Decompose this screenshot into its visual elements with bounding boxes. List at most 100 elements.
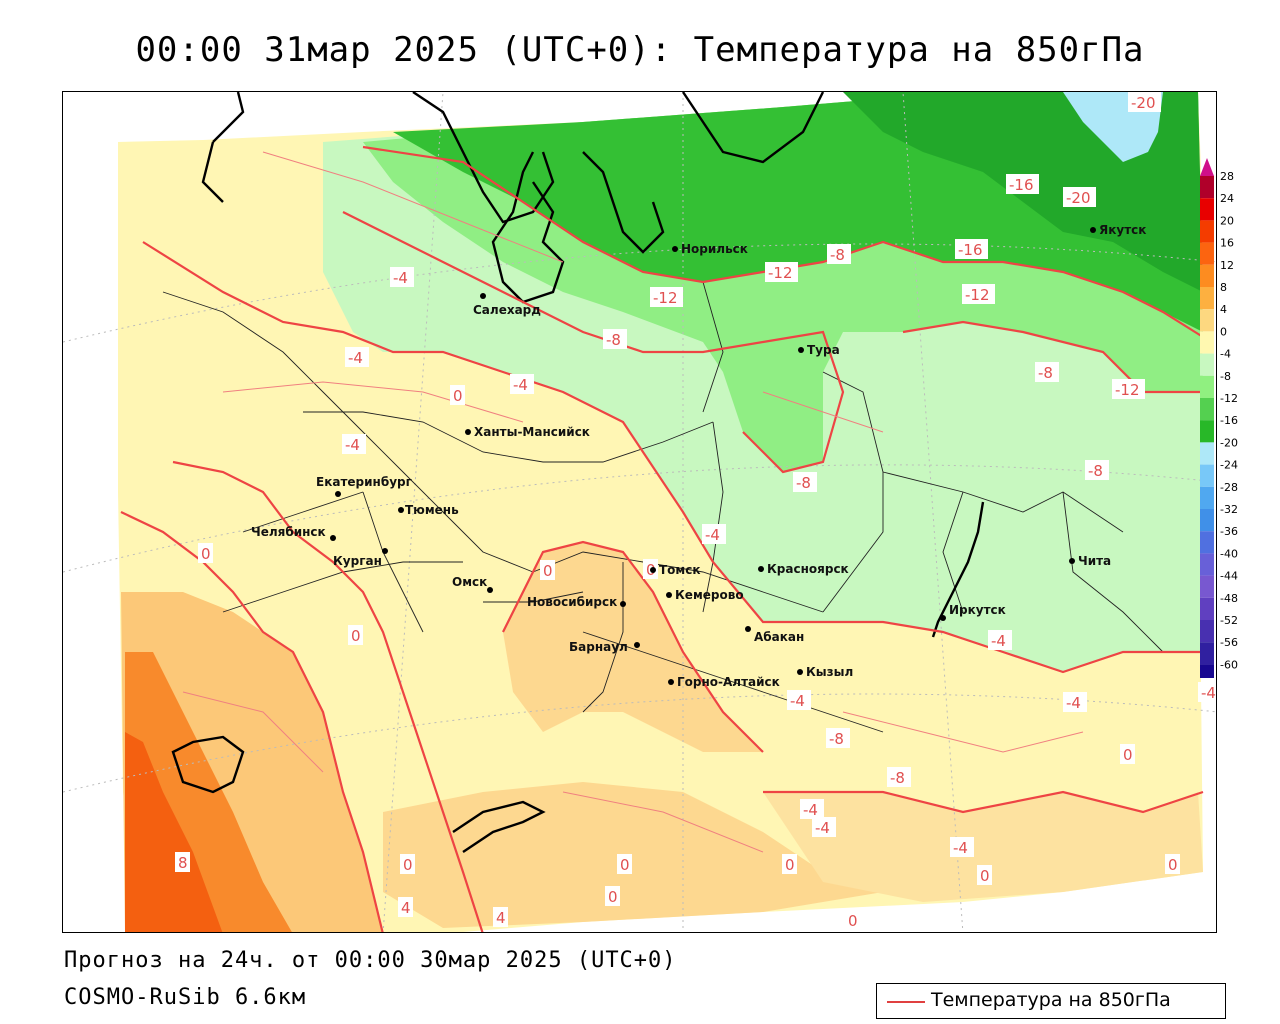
city-label: Новосибирск — [527, 595, 617, 609]
contour-label: 0 — [980, 867, 990, 885]
contour-label-bg — [827, 244, 851, 264]
contour-label: 8 — [178, 854, 188, 872]
contour-label-bg — [617, 854, 632, 874]
contour-label: -16 — [1009, 176, 1034, 194]
scale-swatch — [1200, 597, 1214, 620]
scale-label: -8 — [1220, 370, 1231, 383]
contour-label-bg — [950, 837, 974, 857]
contour-label: 0 — [201, 545, 211, 563]
scale-swatch — [1200, 442, 1214, 465]
contour-label-bg — [1085, 460, 1109, 480]
contour-label: -4 — [815, 819, 830, 837]
scale-swatch — [1200, 198, 1214, 221]
contour-label: -4 — [393, 269, 408, 287]
contour-label-bg — [342, 434, 366, 454]
contour-label-bg — [765, 262, 798, 282]
scale-label: -60 — [1220, 658, 1238, 671]
city-marker — [650, 567, 656, 573]
scale-label: 8 — [1220, 281, 1227, 294]
scale-swatch — [1200, 486, 1214, 509]
scale-label: -28 — [1220, 481, 1238, 494]
scale-swatch — [1200, 664, 1214, 687]
contour-label: -4 — [513, 376, 528, 394]
contour-label-bg — [793, 472, 817, 492]
contour-label-bg — [398, 897, 413, 917]
contour-label-bg — [1006, 174, 1039, 194]
city-label: Кызыл — [806, 665, 853, 679]
contour-label-bg — [400, 854, 415, 874]
warm-zone-se — [763, 792, 1203, 902]
contour-label: -8 — [1038, 364, 1053, 382]
scale-label: -40 — [1220, 547, 1238, 560]
contour-label: 0 — [785, 856, 795, 874]
city-label: Екатеринбург — [316, 475, 412, 489]
contour-label: 0 — [848, 912, 858, 930]
isotherms — [120, 145, 1204, 932]
city-label: Красноярск — [767, 562, 849, 576]
city-marker — [666, 592, 672, 598]
city-marker — [487, 587, 493, 593]
contour-label-bg — [787, 690, 811, 710]
contour-label-bg — [1035, 362, 1059, 382]
contour-labels: -20 -20 -16 -16 -12 -12 -12 -12 -8 -8 -8 -8 -8 -8 -8 -4… — [175, 92, 1216, 930]
city-label: Томск — [659, 563, 701, 577]
scale-swatch — [1200, 331, 1214, 354]
city-marker — [398, 507, 404, 513]
contour-label-bg — [977, 865, 992, 885]
contour-label: 0 — [620, 856, 630, 874]
contour-label-bg — [1165, 854, 1180, 874]
scale-swatch — [1200, 620, 1214, 643]
contour-label-bg — [962, 284, 995, 304]
city-label: Челябинск — [251, 525, 326, 539]
contour-label-bg — [540, 560, 555, 580]
city-marker — [480, 293, 486, 299]
contour-label: -12 — [1115, 381, 1140, 399]
contour-label-bg — [887, 767, 911, 787]
contour-label-bg — [782, 854, 797, 874]
contour-label: 0 — [608, 888, 618, 906]
scale-swatch — [1200, 375, 1214, 398]
contour-label: -8 — [830, 246, 845, 264]
warm-zone-south2 — [383, 782, 883, 928]
scale-label: -36 — [1220, 525, 1238, 538]
temperature-map: -20 -20 -16 -16 -12 -12 -12 -12 -8 -8 -8 -8 -8 -8 -8 -4… — [62, 91, 1217, 933]
scale-swatch — [1200, 398, 1214, 421]
city-marker — [620, 601, 626, 607]
scale-swatch — [1200, 264, 1214, 287]
contour-label-bg — [1063, 692, 1087, 712]
contour-label: -4 — [705, 526, 720, 544]
scale-label: -4 — [1220, 348, 1231, 361]
contour-label-bg — [605, 886, 620, 906]
contour-label-bg — [510, 374, 534, 394]
contour-label: 0 — [453, 387, 463, 405]
scale-top-triangle — [1200, 158, 1214, 176]
scale-label: -32 — [1220, 503, 1238, 516]
contour-label: -4 — [953, 839, 968, 857]
contour-label-bg — [826, 728, 850, 748]
contour-label: -8 — [1088, 462, 1103, 480]
scale-label: -44 — [1220, 570, 1238, 583]
contour-label-bg — [702, 524, 726, 544]
color-scale: 28 24 20 16 12 8 4 0 -4 -8 -12 -16 -20 -24 -28 -32 -36 -4… — [1198, 158, 1268, 687]
scale-label: 0 — [1220, 325, 1227, 338]
scale-swatch — [1200, 353, 1214, 376]
contour-label-bg — [1063, 187, 1096, 207]
scale-swatch — [1200, 642, 1214, 665]
model-name: COSMO-RuSib 6.6км — [64, 985, 307, 1010]
warm-zone-south — [503, 542, 763, 752]
scale-label: 12 — [1220, 259, 1234, 272]
scale-label: 16 — [1220, 237, 1234, 250]
contour-label: -8 — [829, 730, 844, 748]
city-marker — [797, 669, 803, 675]
city-label: Омск — [452, 575, 487, 589]
contour-label: 0 — [543, 562, 553, 580]
legend-line-swatch — [887, 1001, 925, 1003]
scale-swatch — [1200, 509, 1214, 532]
scale-label: 24 — [1220, 192, 1234, 205]
city-label: Курган — [333, 554, 382, 568]
scale-swatch — [1200, 531, 1214, 554]
contour-label: 0 — [1123, 746, 1133, 764]
contour-label-bg — [845, 910, 860, 930]
scale-label: 20 — [1220, 214, 1234, 227]
contour-label: 0 — [403, 856, 413, 874]
